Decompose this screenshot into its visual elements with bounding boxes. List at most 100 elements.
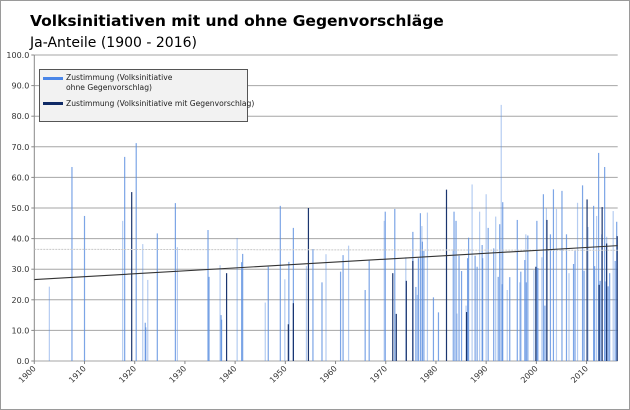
bar-ohne-gegenvorschlag	[305, 266, 308, 361]
bar-ohne-gegenvorschlag	[561, 190, 563, 361]
y-tick-label: 100.0	[6, 51, 29, 60]
y-tick-label: 30.0	[11, 265, 29, 274]
bar-ohne-gegenvorschlag	[83, 215, 86, 361]
bar-ohne-gegenvorschlag	[241, 262, 243, 361]
legend-swatch-ohne	[43, 77, 63, 80]
bar-mit-gegenvorschlag	[412, 260, 414, 361]
bar-ohne-gegenvorschlag	[71, 166, 73, 361]
y-axis-ticks: 0.0 10.0 20.0 30.0 40.0 50.0 60.0 70.0 80.0 90.0 1…	[6, 51, 35, 366]
bar-ohne-gegenvorschlag	[499, 224, 501, 361]
bar-ohne-gegenvorschlag	[568, 273, 570, 361]
bar-ohne-gegenvorschlag	[520, 271, 522, 361]
bar-ohne-gegenvorschlag	[536, 220, 538, 361]
bar-mit-gegenvorschlag	[131, 192, 133, 361]
bar-ohne-gegenvorschlag	[506, 290, 508, 361]
bar-ohne-gegenvorschlag	[509, 277, 511, 361]
bar-ohne-gegenvorschlag	[364, 290, 366, 361]
bar-ohne-gegenvorschlag	[565, 234, 568, 361]
bar-mit-gegenvorschlag	[292, 303, 294, 361]
bar-ohne-gegenvorschlag	[572, 263, 575, 361]
bar-ohne-gegenvorschlag	[479, 211, 481, 361]
bar-ohne-gegenvorschlag	[493, 248, 495, 361]
bars	[48, 104, 618, 362]
bar-ohne-gegenvorschlag	[342, 255, 344, 361]
bar-mit-gegenvorschlag	[465, 312, 468, 361]
bar-ohne-gegenvorschlag	[219, 265, 221, 361]
bar-ohne-gegenvorschlag	[176, 247, 178, 361]
bar-ohne-gegenvorschlag	[347, 245, 350, 361]
bar-ohne-gegenvorschlag	[174, 203, 176, 361]
bar-ohne-gegenvorschlag	[612, 211, 614, 361]
bar-ohne-gegenvorschlag	[145, 327, 147, 361]
bar-ohne-gegenvorschlag	[549, 234, 552, 361]
bar-ohne-gegenvorschlag	[460, 271, 463, 361]
bar-mit-gegenvorschlag	[405, 280, 407, 361]
y-tick-label: 70.0	[11, 143, 29, 152]
bar-ohne-gegenvorschlag	[593, 205, 595, 361]
legend-label-mit: Zustimmung (Volksinitiative mit Gegenvor…	[66, 99, 254, 108]
bar-mit-gegenvorschlag	[225, 273, 228, 361]
bar-mit-gegenvorschlag	[598, 284, 600, 361]
y-tick-label: 50.0	[11, 204, 29, 213]
bar-ohne-gegenvorschlag	[452, 250, 454, 361]
bar-mit-gegenvorschlag	[616, 236, 618, 361]
bar-ohne-gegenvorschlag	[421, 241, 423, 361]
bar-ohne-gegenvorschlag	[497, 276, 499, 361]
bar-ohne-gegenvorschlag	[147, 279, 149, 361]
bar-ohne-gegenvorschlag	[419, 213, 421, 361]
bar-ohne-gegenvorschlag	[279, 205, 281, 361]
legend-label-ohne: Zustimmung (Volksinitiative ohne Gegenvo…	[66, 73, 173, 92]
bar-ohne-gegenvorschlag	[384, 211, 386, 361]
bar-mit-gegenvorschlag	[287, 324, 289, 361]
bar-ohne-gegenvorschlag	[383, 220, 385, 361]
bar-ohne-gegenvorschlag	[466, 258, 469, 361]
bar-ohne-gegenvorschlag	[456, 313, 458, 361]
bar-ohne-gegenvorschlag	[339, 271, 342, 361]
bar-ohne-gegenvorschlag	[437, 312, 440, 361]
bar-ohne-gegenvorschlag	[555, 208, 558, 361]
bar-ohne-gegenvorschlag	[207, 230, 209, 361]
bar-ohne-gegenvorschlag	[482, 258, 484, 361]
bar-ohne-gegenvorschlag	[135, 143, 137, 361]
bar-ohne-gegenvorschlag	[542, 194, 544, 361]
bar-ohne-gegenvorschlag	[604, 166, 606, 361]
bar-ohne-gegenvorschlag	[516, 219, 518, 361]
bar-ohne-gegenvorschlag	[607, 286, 609, 361]
bar-ohne-gegenvorschlag	[423, 250, 425, 361]
bar-ohne-gegenvorschlag	[455, 220, 457, 361]
bar-ohne-gegenvorschlag	[325, 254, 327, 361]
bar-ohne-gegenvorschlag	[416, 294, 418, 361]
bar-ohne-gegenvorschlag	[502, 202, 504, 361]
legend: Zustimmung (Volksinitiative ohne Gegenvo…	[39, 69, 254, 122]
bar-ohne-gegenvorschlag	[587, 226, 589, 361]
bar-ohne-gegenvorschlag	[544, 305, 546, 361]
bar-ohne-gegenvorschlag	[142, 244, 144, 361]
bar-ohne-gegenvorschlag	[524, 260, 526, 361]
chart-subtitle: Ja-Anteile (1900 - 2016)	[29, 35, 197, 51]
bar-ohne-gegenvorschlag	[519, 282, 521, 361]
bar-ohne-gegenvorschlag	[614, 260, 616, 361]
bar-ohne-gegenvorschlag	[471, 184, 473, 361]
mean-line	[34, 248, 618, 251]
trend-line	[34, 245, 618, 281]
bar-ohne-gegenvorschlag	[487, 227, 489, 361]
bar-ohne-gegenvorschlag	[267, 266, 269, 361]
bar-ohne-gegenvorschlag	[527, 235, 529, 361]
bar-ohne-gegenvorschlag	[474, 255, 476, 361]
bar-ohne-gegenvorschlag	[500, 104, 502, 362]
bar-ohne-gegenvorschlag	[541, 257, 543, 361]
bar-ohne-gegenvorschlag	[432, 297, 435, 361]
bar-ohne-gegenvorschlag	[264, 302, 266, 361]
bar-ohne-gegenvorschlag	[495, 216, 497, 361]
y-tick-label: 0.0	[17, 357, 30, 366]
bar-ohne-gegenvorschlag	[596, 215, 598, 361]
bar-ohne-gegenvorschlag	[368, 260, 370, 361]
bar-ohne-gegenvorschlag	[576, 202, 579, 361]
bar-ohne-gegenvorschlag	[594, 266, 596, 361]
bar-ohne-gegenvorschlag	[415, 286, 417, 361]
legend-swatch-mit	[43, 102, 63, 105]
bar-mit-gegenvorschlag	[395, 313, 397, 361]
bar-mit-gegenvorschlag	[392, 273, 394, 361]
